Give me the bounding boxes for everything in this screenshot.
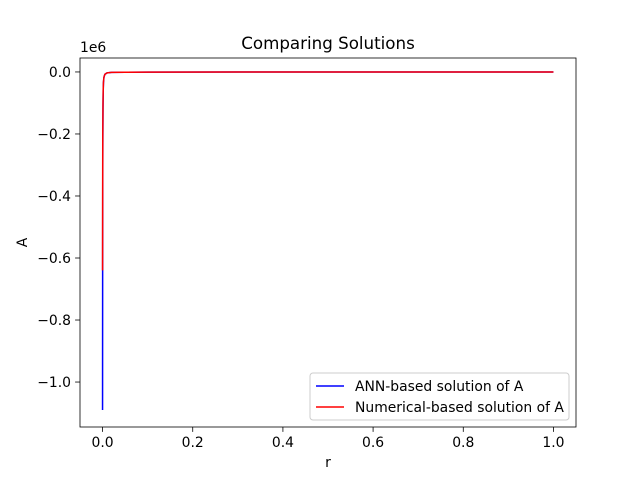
x-tick-label: 0.0 [91,435,113,451]
x-tick-label: 0.6 [362,435,384,451]
x-tick-label: 0.2 [182,435,204,451]
legend-box [309,372,570,421]
y-tick-label: −0.2 [37,127,71,143]
y-tick-label: −1.0 [37,375,71,391]
numerical-solution-line [101,71,554,271]
x-axis-label: r [325,455,331,471]
chart-title: Comparing Solutions [241,33,415,53]
series-layer [101,71,554,410]
y-tick-label: 0.0 [49,65,71,81]
x-tick-label: 0.8 [452,435,474,451]
y-tick-label: −0.8 [37,313,71,329]
y-tick-label: −0.4 [37,189,71,205]
legend-label-ann: ANN-based solution of A [355,379,524,395]
y-axis-ticks: 0.0 −0.2 −0.4 −0.6 −0.8 −1.0 [37,65,80,391]
y-tick-label: −0.6 [37,251,71,267]
y-axis-offset-label: 1e6 [80,40,106,56]
plot-frame [79,57,577,428]
x-axis-ticks: 0.0 0.2 0.4 0.6 0.8 1.0 [91,427,565,451]
legend: ANN-based solution of A Numerical-based … [309,372,570,421]
legend-label-numerical: Numerical-based solution of A [355,400,564,416]
y-axis-label: A [15,237,31,247]
x-tick-label: 1.0 [542,435,564,451]
x-tick-label: 0.4 [272,435,294,451]
